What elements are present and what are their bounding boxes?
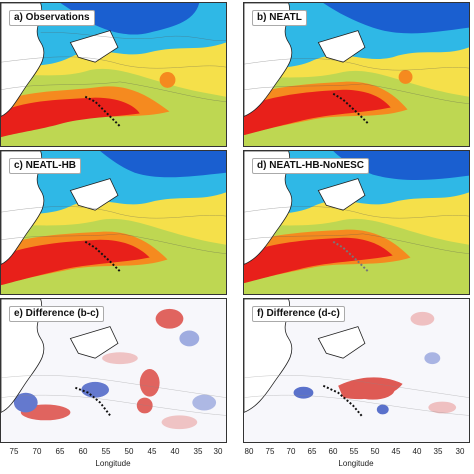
panel-label-b: b) NEATL xyxy=(252,10,307,26)
panel-neatl: b) NEATL xyxy=(243,2,470,147)
tick-label: 65 xyxy=(307,447,317,456)
right-x-ticks: 80 75 70 65 60 55 50 45 40 35 30 xyxy=(243,447,470,459)
tick-label: 70 xyxy=(286,447,296,456)
panel-difference-d-c: f) Difference (d-c) xyxy=(243,298,470,443)
tick-label: 75 xyxy=(9,447,19,456)
tick-label: 75 xyxy=(265,447,275,456)
tick-label: 65 xyxy=(55,447,65,456)
panel-label-f: f) Difference (d-c) xyxy=(252,306,345,322)
panel-neatl-hb: c) NEATL-HB xyxy=(0,150,227,295)
x-axis-label-right: Longitude xyxy=(338,459,374,468)
tick-label: 55 xyxy=(349,447,359,456)
tick-label: 40 xyxy=(170,447,180,456)
tick-label: 35 xyxy=(433,447,443,456)
panel-difference-b-c: e) Difference (b-c) xyxy=(0,298,227,443)
diff-map-b-c xyxy=(1,299,226,442)
panel-label-d: d) NEATL-HB-NoNESC xyxy=(252,158,370,174)
tick-label: 45 xyxy=(391,447,401,456)
x-axis-label-left: Longitude xyxy=(95,459,131,468)
sst-map-neatl xyxy=(244,3,469,146)
tick-label: 40 xyxy=(412,447,422,456)
tick-label: 60 xyxy=(78,447,88,456)
tick-label: 80 xyxy=(244,447,254,456)
tick-label: 35 xyxy=(193,447,203,456)
tick-label: 50 xyxy=(370,447,380,456)
tick-label: 50 xyxy=(124,447,134,456)
sst-map-neatl-hb xyxy=(1,151,226,294)
panel-label-c: c) NEATL-HB xyxy=(9,158,82,174)
panel-observations: a) Observations xyxy=(0,2,227,147)
diff-map-d-c xyxy=(244,299,469,442)
tick-label: 70 xyxy=(32,447,42,456)
left-x-ticks: 75 70 65 60 55 50 45 40 35 30 xyxy=(0,447,227,459)
panel-label-e: e) Difference (b-c) xyxy=(9,306,105,322)
tick-label: 30 xyxy=(455,447,465,456)
tick-label: 30 xyxy=(213,447,223,456)
tick-label: 45 xyxy=(147,447,157,456)
tick-label: 55 xyxy=(101,447,111,456)
tick-label: 60 xyxy=(328,447,338,456)
panel-neatl-hb-nonesc: d) NEATL-HB-NoNESC xyxy=(243,150,470,295)
sst-map-observations xyxy=(1,3,226,146)
panel-label-a: a) Observations xyxy=(9,10,95,26)
